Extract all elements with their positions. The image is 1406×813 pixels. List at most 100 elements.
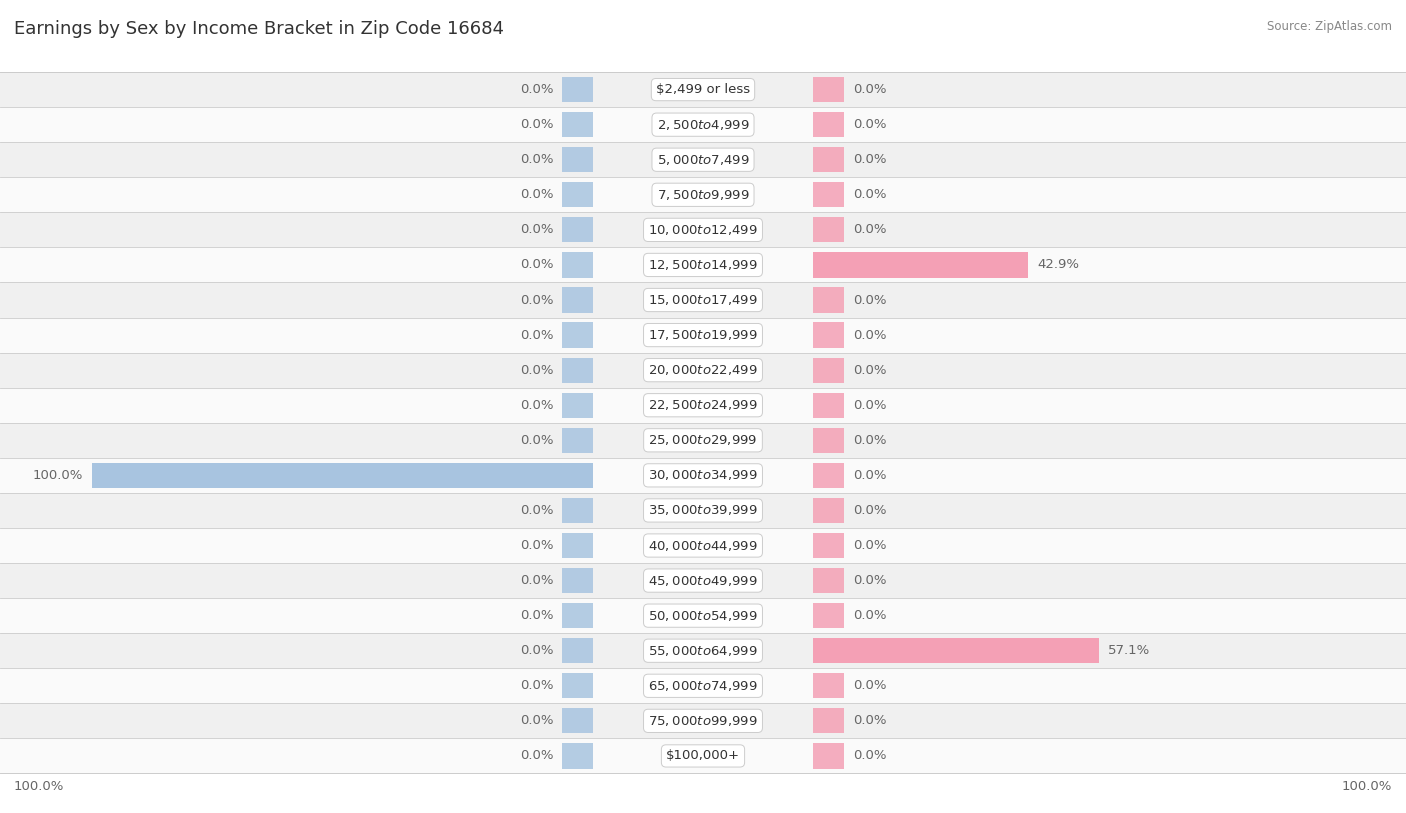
Text: 0.0%: 0.0% [520, 118, 553, 131]
Bar [813, 743, 844, 768]
Text: $7,500 to $9,999: $7,500 to $9,999 [657, 188, 749, 202]
Bar [0, 528, 1406, 563]
Bar [562, 673, 593, 698]
Bar [813, 287, 844, 313]
Legend: Male, Female: Male, Female [619, 809, 787, 813]
Text: $40,000 to $44,999: $40,000 to $44,999 [648, 538, 758, 553]
Bar [562, 77, 593, 102]
Bar [813, 533, 844, 559]
Bar [813, 638, 844, 663]
Text: 42.9%: 42.9% [1038, 259, 1080, 272]
Text: 0.0%: 0.0% [520, 259, 553, 272]
Text: Earnings by Sex by Income Bracket in Zip Code 16684: Earnings by Sex by Income Bracket in Zip… [14, 20, 505, 38]
Text: 0.0%: 0.0% [853, 574, 886, 587]
Bar [813, 112, 844, 137]
Bar [813, 217, 844, 242]
Text: $65,000 to $74,999: $65,000 to $74,999 [648, 679, 758, 693]
Bar [813, 358, 844, 383]
Text: $35,000 to $39,999: $35,000 to $39,999 [648, 503, 758, 517]
Text: 0.0%: 0.0% [853, 224, 886, 237]
Text: 0.0%: 0.0% [853, 504, 886, 517]
Text: 0.0%: 0.0% [520, 293, 553, 307]
Text: 0.0%: 0.0% [520, 189, 553, 202]
Text: $25,000 to $29,999: $25,000 to $29,999 [648, 433, 758, 447]
Text: 0.0%: 0.0% [520, 434, 553, 447]
Text: 0.0%: 0.0% [853, 293, 886, 307]
Bar [813, 498, 844, 523]
Bar [562, 498, 593, 523]
Bar [91, 463, 593, 488]
Bar [562, 743, 593, 768]
Text: 0.0%: 0.0% [853, 363, 886, 376]
Text: 0.0%: 0.0% [853, 609, 886, 622]
Text: 57.1%: 57.1% [1108, 644, 1150, 657]
Bar [0, 353, 1406, 388]
Bar [813, 323, 844, 348]
Text: $100,000+: $100,000+ [666, 750, 740, 763]
Bar [562, 428, 593, 453]
Text: 0.0%: 0.0% [853, 680, 886, 693]
Bar [0, 72, 1406, 107]
Bar [813, 77, 844, 102]
Bar [0, 668, 1406, 703]
Text: 0.0%: 0.0% [853, 539, 886, 552]
Bar [562, 287, 593, 313]
Bar [813, 393, 844, 418]
Text: 0.0%: 0.0% [520, 574, 553, 587]
Bar [813, 463, 844, 488]
Text: 0.0%: 0.0% [853, 153, 886, 166]
Bar [813, 708, 844, 733]
Bar [562, 147, 593, 172]
Bar [562, 393, 593, 418]
Bar [562, 217, 593, 242]
Bar [562, 182, 593, 207]
Text: 0.0%: 0.0% [853, 715, 886, 728]
Text: 100.0%: 100.0% [32, 469, 83, 482]
Text: 0.0%: 0.0% [853, 328, 886, 341]
Bar [0, 142, 1406, 177]
Bar [562, 358, 593, 383]
Text: 0.0%: 0.0% [853, 398, 886, 411]
Bar [562, 252, 593, 277]
Bar [562, 533, 593, 559]
Bar [0, 703, 1406, 738]
Bar [0, 493, 1406, 528]
Text: 0.0%: 0.0% [520, 328, 553, 341]
Bar [0, 458, 1406, 493]
Text: $22,500 to $24,999: $22,500 to $24,999 [648, 398, 758, 412]
Bar [813, 252, 844, 277]
Bar [0, 388, 1406, 423]
Bar [562, 603, 593, 628]
Text: 0.0%: 0.0% [853, 83, 886, 96]
Bar [562, 112, 593, 137]
Bar [813, 603, 844, 628]
Text: 0.0%: 0.0% [520, 680, 553, 693]
Bar [813, 252, 1028, 277]
Bar [0, 423, 1406, 458]
Bar [562, 708, 593, 733]
Text: $5,000 to $7,499: $5,000 to $7,499 [657, 153, 749, 167]
Bar [562, 323, 593, 348]
Text: $45,000 to $49,999: $45,000 to $49,999 [648, 574, 758, 588]
Bar [0, 318, 1406, 353]
Text: $30,000 to $34,999: $30,000 to $34,999 [648, 468, 758, 482]
Bar [0, 633, 1406, 668]
Text: 0.0%: 0.0% [853, 469, 886, 482]
Bar [0, 598, 1406, 633]
Text: 100.0%: 100.0% [1341, 780, 1392, 793]
Text: $55,000 to $64,999: $55,000 to $64,999 [648, 644, 758, 658]
Text: $20,000 to $22,499: $20,000 to $22,499 [648, 363, 758, 377]
Bar [813, 638, 1099, 663]
Bar [0, 247, 1406, 282]
Text: $75,000 to $99,999: $75,000 to $99,999 [648, 714, 758, 728]
Text: 0.0%: 0.0% [520, 715, 553, 728]
Bar [813, 182, 844, 207]
Text: Source: ZipAtlas.com: Source: ZipAtlas.com [1267, 20, 1392, 33]
Bar [0, 107, 1406, 142]
Text: 100.0%: 100.0% [14, 780, 65, 793]
Bar [813, 147, 844, 172]
Text: 0.0%: 0.0% [853, 118, 886, 131]
Text: $17,500 to $19,999: $17,500 to $19,999 [648, 328, 758, 342]
Bar [562, 463, 593, 488]
Bar [813, 428, 844, 453]
